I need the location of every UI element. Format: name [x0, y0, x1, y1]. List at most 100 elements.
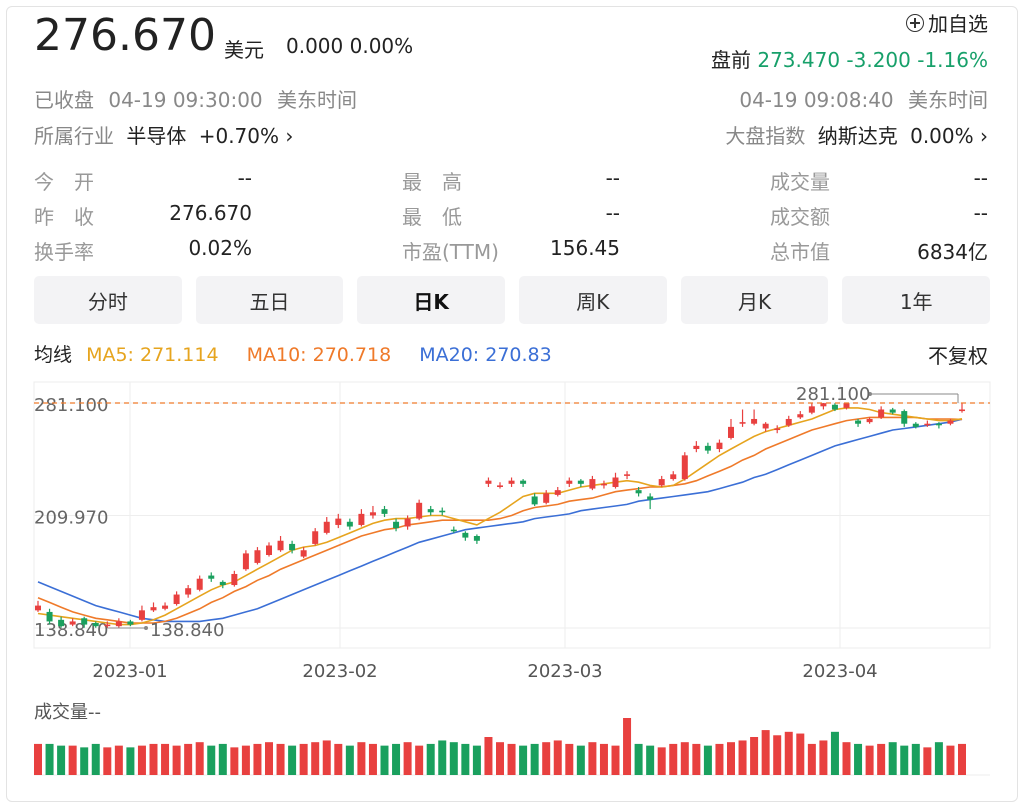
volume-bar: [530, 743, 539, 775]
stat-pe-label: 市盈(TTM): [402, 240, 499, 264]
industry-link[interactable]: 所属行业 半导体 +0.70% ›: [34, 120, 293, 149]
price-adjust-toggle[interactable]: 不复权: [928, 344, 988, 368]
industry-label: 所属行业: [34, 124, 114, 148]
candle-body: [416, 502, 423, 519]
index-change: 0.00%: [910, 124, 974, 148]
volume-bar: [57, 745, 66, 775]
volume-bar: [368, 743, 377, 775]
candle-body: [820, 403, 827, 407]
tab-daily-k[interactable]: 日K: [357, 276, 506, 324]
volume-bar: [184, 743, 193, 775]
chevron-right-icon: ›: [285, 124, 294, 148]
candle-body: [855, 420, 862, 424]
volume-bar: [900, 745, 909, 775]
volume-bar: [565, 743, 574, 775]
volume-bar: [415, 745, 424, 775]
volume-bar: [265, 742, 273, 775]
premarket-time: 04-19 09:08:40: [739, 88, 894, 112]
candle-body: [577, 480, 584, 484]
volume-bar: [392, 743, 401, 775]
candle-body: [393, 521, 400, 529]
candle-body: [58, 619, 65, 627]
volume-bar: [207, 745, 216, 775]
y-tick-label: 281.100: [34, 395, 108, 416]
stat-open-value: --: [237, 166, 252, 190]
candle-body: [312, 531, 319, 544]
candle-body: [947, 420, 954, 424]
candle-body: [69, 621, 76, 625]
tab-one-year[interactable]: 1年: [842, 276, 991, 324]
tab-weekly-k[interactable]: 周K: [519, 276, 667, 324]
candle-body: [323, 521, 330, 533]
ma10-legend: MA10: 270.718: [246, 344, 392, 366]
candle-body: [670, 474, 677, 480]
index-name: 纳斯达克: [817, 124, 898, 148]
volume-bar: [345, 745, 354, 775]
volume-bar: [911, 743, 920, 775]
volume-bar: [877, 743, 886, 775]
volume-bar: [496, 742, 504, 775]
stat-open-label: 今 开: [34, 170, 94, 194]
candle-body: [531, 496, 538, 505]
tab-monthly-k[interactable]: 月K: [680, 276, 829, 324]
candle-body: [728, 426, 734, 438]
candle-body: [693, 445, 700, 450]
candle-body: [196, 578, 203, 590]
volume-bar: [657, 747, 666, 775]
premarket-timezone: 美东时间: [908, 88, 988, 112]
volume-bar: [669, 743, 678, 775]
chevron-right-icon: ›: [980, 124, 988, 148]
candle-body: [335, 518, 342, 525]
volume-bar: [888, 742, 897, 775]
tab-five-day[interactable]: 五日: [195, 276, 344, 324]
volume-bar: [68, 745, 77, 775]
candle-body: [92, 623, 99, 627]
industry-name: 半导体: [126, 124, 187, 148]
volume-bar: [750, 737, 759, 775]
candle-body: [138, 610, 145, 620]
min-annotation-dot: [144, 626, 148, 630]
volume-bar: [646, 745, 655, 775]
last-price: 276.670: [34, 10, 216, 61]
candle-body: [185, 588, 192, 595]
volume-bar: [680, 742, 689, 775]
volume-bar: [80, 747, 89, 775]
candle-body: [762, 423, 769, 429]
ma-legend: 均线 MA5: 271.114 MA10: 270.718 MA20: 270.…: [34, 340, 552, 367]
stat-volume-label: 成交量: [770, 170, 830, 194]
candle-body: [427, 509, 434, 513]
volume-bar: [276, 743, 285, 775]
volume-bar: [218, 743, 227, 775]
volume-bar: [623, 718, 632, 775]
candle-body: [658, 479, 665, 486]
candle-body: [35, 605, 41, 611]
x-tick-label: 2023-02: [302, 661, 377, 682]
volume-bar: [299, 743, 308, 775]
candle-body: [924, 423, 931, 426]
candle-body: [289, 543, 296, 551]
candle-body: [208, 575, 215, 579]
candle-body: [566, 480, 573, 484]
index-link[interactable]: 大盘指数 纳斯达克 0.00% ›: [725, 120, 988, 149]
volume-bar: [461, 743, 470, 775]
volume-bar: [519, 745, 528, 775]
volume-bar: [773, 735, 782, 775]
volume-bar: [45, 743, 54, 775]
candle-body: [831, 404, 838, 410]
add-watchlist-button[interactable]: 加自选: [906, 8, 988, 37]
tab-intraday[interactable]: 分时: [34, 276, 182, 324]
candle-body: [878, 409, 885, 418]
volume-bar: [241, 745, 250, 775]
candle-body: [219, 581, 226, 586]
volume-bar: [91, 743, 100, 775]
volume-bar: [322, 740, 331, 775]
stat-volume-value: --: [973, 166, 988, 190]
industry-change: +0.70%: [198, 124, 280, 148]
volume-bar: [357, 742, 366, 775]
index-label: 大盘指数: [725, 124, 806, 148]
candle-body: [589, 479, 596, 489]
volume-bar: [103, 747, 112, 775]
volume-bar: [403, 742, 412, 775]
candle-body: [404, 518, 411, 527]
